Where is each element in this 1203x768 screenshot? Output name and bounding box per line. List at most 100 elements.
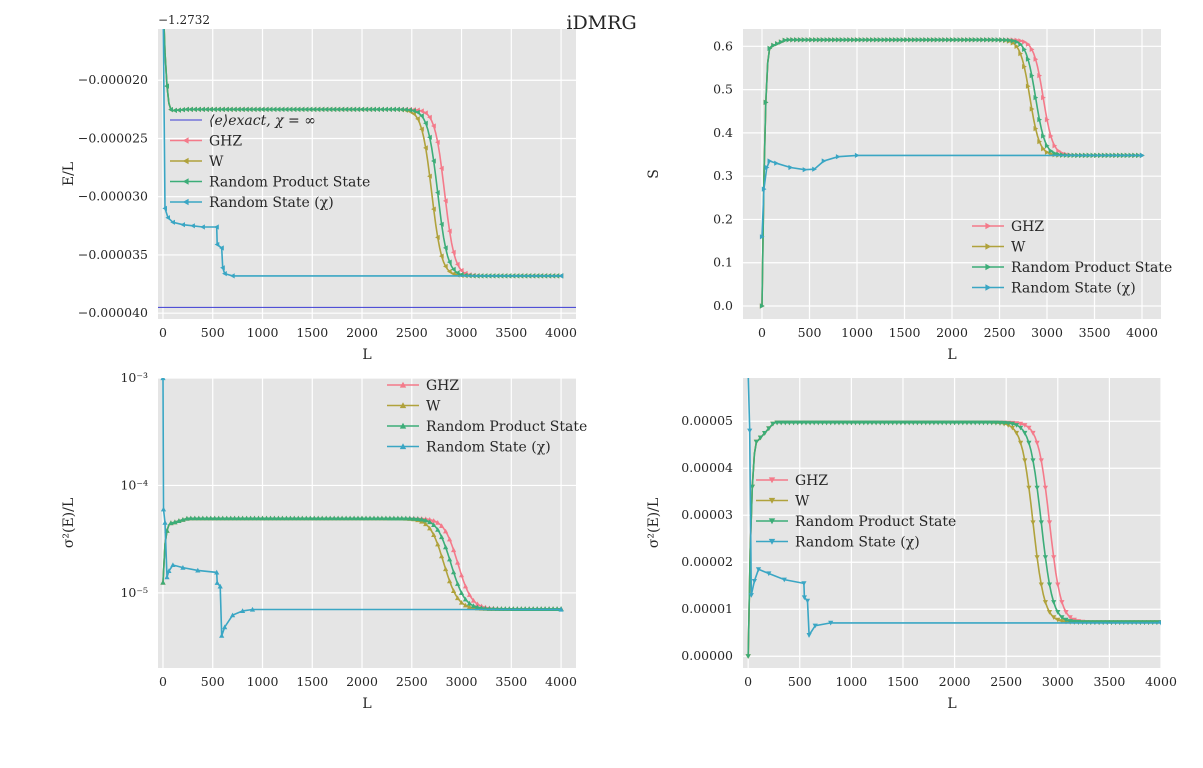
data-point <box>458 600 465 605</box>
data-point <box>1063 617 1069 623</box>
y-tick-label: −0.000020 <box>78 72 148 87</box>
data-point <box>451 266 456 272</box>
data-point <box>355 106 361 112</box>
data-point <box>407 515 413 521</box>
data-point <box>919 37 925 43</box>
data-point <box>224 515 230 521</box>
data-point <box>415 116 420 122</box>
data-point <box>307 515 313 521</box>
legend-marker <box>985 243 992 250</box>
legend-label: Random Product State <box>795 514 956 530</box>
data-point <box>931 420 937 426</box>
data-point <box>214 241 220 248</box>
data-point <box>811 420 817 426</box>
data-point <box>1033 95 1039 101</box>
data-point <box>451 588 457 593</box>
data-point <box>919 420 925 426</box>
data-point <box>443 528 449 534</box>
data-point <box>1018 425 1024 431</box>
gridlines <box>743 29 1161 319</box>
data-point <box>1044 117 1050 123</box>
legend-marker <box>399 381 407 388</box>
data-point <box>415 516 421 521</box>
legend-label: Random State (χ) <box>795 535 920 551</box>
data-point <box>383 515 389 521</box>
data-point <box>767 45 773 51</box>
data-point <box>315 106 321 112</box>
data-point <box>835 37 841 43</box>
data-point <box>439 221 444 227</box>
data-point <box>192 106 197 112</box>
data-point <box>930 37 936 43</box>
data-point <box>351 515 357 521</box>
y-tick-label: 0.4 <box>713 125 733 140</box>
data-point <box>411 516 417 521</box>
data-point <box>455 560 461 565</box>
series-group <box>162 29 564 279</box>
data-point <box>806 633 812 638</box>
data-point <box>371 106 376 112</box>
data-point <box>854 37 860 43</box>
data-point <box>423 521 429 527</box>
data-point <box>439 165 444 171</box>
legend-label: Random Product State <box>209 175 370 191</box>
y-tick-label: 0.00003 <box>681 507 733 522</box>
data-point <box>802 167 808 173</box>
data-point <box>435 520 441 525</box>
data-point <box>1018 421 1024 427</box>
data-point <box>164 83 169 89</box>
data-point <box>251 515 258 521</box>
data-point <box>927 37 932 43</box>
x-tick-label: 3500 <box>1093 674 1125 689</box>
data-point <box>1013 430 1020 436</box>
data-point <box>347 106 353 112</box>
y-tick-label: 0.5 <box>713 82 733 97</box>
data-point <box>889 37 894 43</box>
legend-marker <box>182 157 189 165</box>
data-point <box>1009 425 1015 431</box>
data-point <box>848 420 854 426</box>
legend-label: GHZ <box>1011 219 1044 235</box>
x-tick-label: 4000 <box>1145 674 1177 689</box>
data-point <box>987 37 993 43</box>
legend-marker <box>182 198 189 206</box>
data-point <box>431 522 437 527</box>
x-tick-label: 500 <box>798 325 822 340</box>
data-point <box>953 37 959 43</box>
data-point <box>1059 619 1065 624</box>
x-tick-label: 0 <box>758 325 766 340</box>
data-point <box>1029 73 1035 79</box>
data-point <box>801 595 807 601</box>
data-point <box>431 123 436 129</box>
data-point <box>753 439 759 445</box>
data-point <box>778 39 784 45</box>
x-tick-label: 1000 <box>841 325 873 340</box>
data-point <box>168 107 173 113</box>
data-point <box>961 37 966 43</box>
data-point <box>466 604 473 609</box>
data-point <box>976 37 982 43</box>
data-point <box>877 420 883 426</box>
data-point <box>1013 423 1020 428</box>
data-point <box>275 106 281 112</box>
y-tick-label: 0.00001 <box>681 601 733 616</box>
data-point <box>1046 610 1053 615</box>
data-point <box>196 515 202 521</box>
data-point <box>870 37 875 43</box>
x-axis-label: L <box>947 347 956 363</box>
y-tick-label: 0.00000 <box>681 648 733 663</box>
data-point <box>788 164 794 171</box>
data-point <box>427 525 433 531</box>
data-point <box>220 265 225 271</box>
x-tick-label: 1500 <box>887 674 919 689</box>
data-point <box>474 601 481 607</box>
series-line <box>747 378 1161 638</box>
data-point <box>976 420 982 426</box>
data-point <box>391 106 396 112</box>
data-point <box>1018 51 1023 57</box>
data-point <box>1044 143 1050 149</box>
data-point <box>1042 555 1048 560</box>
data-point <box>781 577 787 583</box>
data-point <box>395 106 400 112</box>
data-point <box>451 547 457 553</box>
